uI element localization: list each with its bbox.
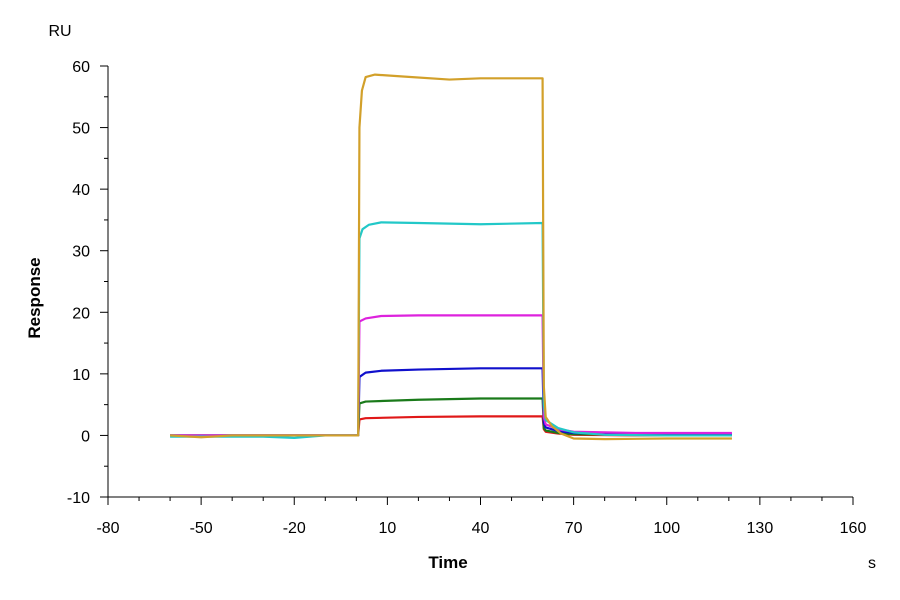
series-layer [170,73,732,441]
x-unit-label: s [868,555,876,572]
x-tick-label: -80 [96,520,119,537]
y-tick-label: 0 [81,428,90,445]
x-axis-title: Time [428,553,467,572]
y-tick-label: 30 [72,244,90,261]
x-axis: -80 -50 -20 10 40 70 100 130 160 [96,496,867,537]
x-tick-label: 40 [472,520,490,537]
x-tick-label: -50 [190,520,213,537]
x-tick-label: 10 [378,520,396,537]
series-line-3 [170,367,732,437]
x-tick-label: 100 [653,520,680,537]
y-tick-label: -10 [67,490,90,507]
y-unit-label: RU [48,23,71,40]
y-tick-label: 10 [72,367,90,384]
y-tick-label: 20 [72,305,90,322]
x-tick-label: -20 [283,520,306,537]
y-axis-title: Response [25,257,44,338]
y-tick-label: 50 [72,121,90,138]
x-tick-label: 160 [840,520,867,537]
y-tick-label: 40 [72,182,90,199]
series-line-6 [170,73,732,441]
x-tick-label: 70 [565,520,583,537]
series-line-5 [170,221,732,439]
y-tick-label: 60 [72,59,90,76]
x-tick-label: 130 [747,520,774,537]
y-axis: -10 0 10 20 30 40 50 60 [67,59,109,507]
